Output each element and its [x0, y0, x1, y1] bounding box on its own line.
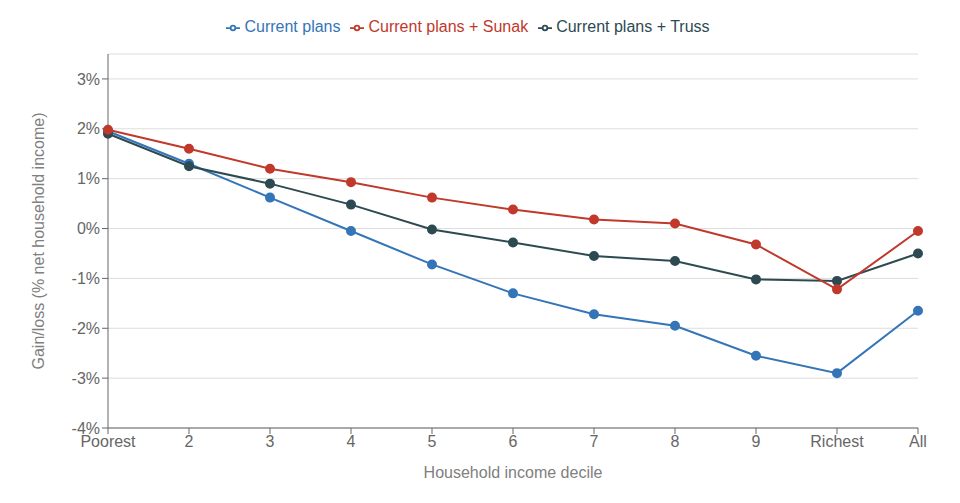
svg-text:0%: 0% [77, 220, 100, 237]
html-text:Current plans + Sunak: Current plans + Sunak [368, 18, 529, 35]
svg-text:3: 3 [266, 433, 275, 450]
svg-text:-1%: -1% [72, 270, 100, 287]
svg-text:5: 5 [428, 433, 437, 450]
svg-text:2: 2 [185, 433, 194, 450]
html-text:Current plans: Current plans [244, 18, 341, 35]
svg-text:-3%: -3% [72, 370, 100, 387]
svg-text:All: All [909, 433, 927, 450]
svg-text:-2%: -2% [72, 320, 100, 337]
svg-text:8: 8 [671, 433, 680, 450]
svg-text:-4%: -4% [72, 420, 100, 437]
svg-text:9: 9 [752, 433, 761, 450]
svg-text:Household income decile: Household income decile [424, 464, 603, 481]
svg-text:6: 6 [509, 433, 518, 450]
html-text:Current plans + Truss: Current plans + Truss [556, 18, 710, 35]
svg-text:Richest: Richest [810, 433, 864, 450]
svg-text:7: 7 [590, 433, 599, 450]
svg-text:2%: 2% [77, 120, 100, 137]
svg-text:3%: 3% [77, 71, 100, 88]
svg-text:Poorest: Poorest [80, 433, 136, 451]
svg-text:1%: 1% [77, 170, 100, 187]
svg-text:4: 4 [347, 433, 356, 450]
svg-text:Gain/loss (% net household inc: Gain/loss (% net household income) [30, 112, 47, 369]
